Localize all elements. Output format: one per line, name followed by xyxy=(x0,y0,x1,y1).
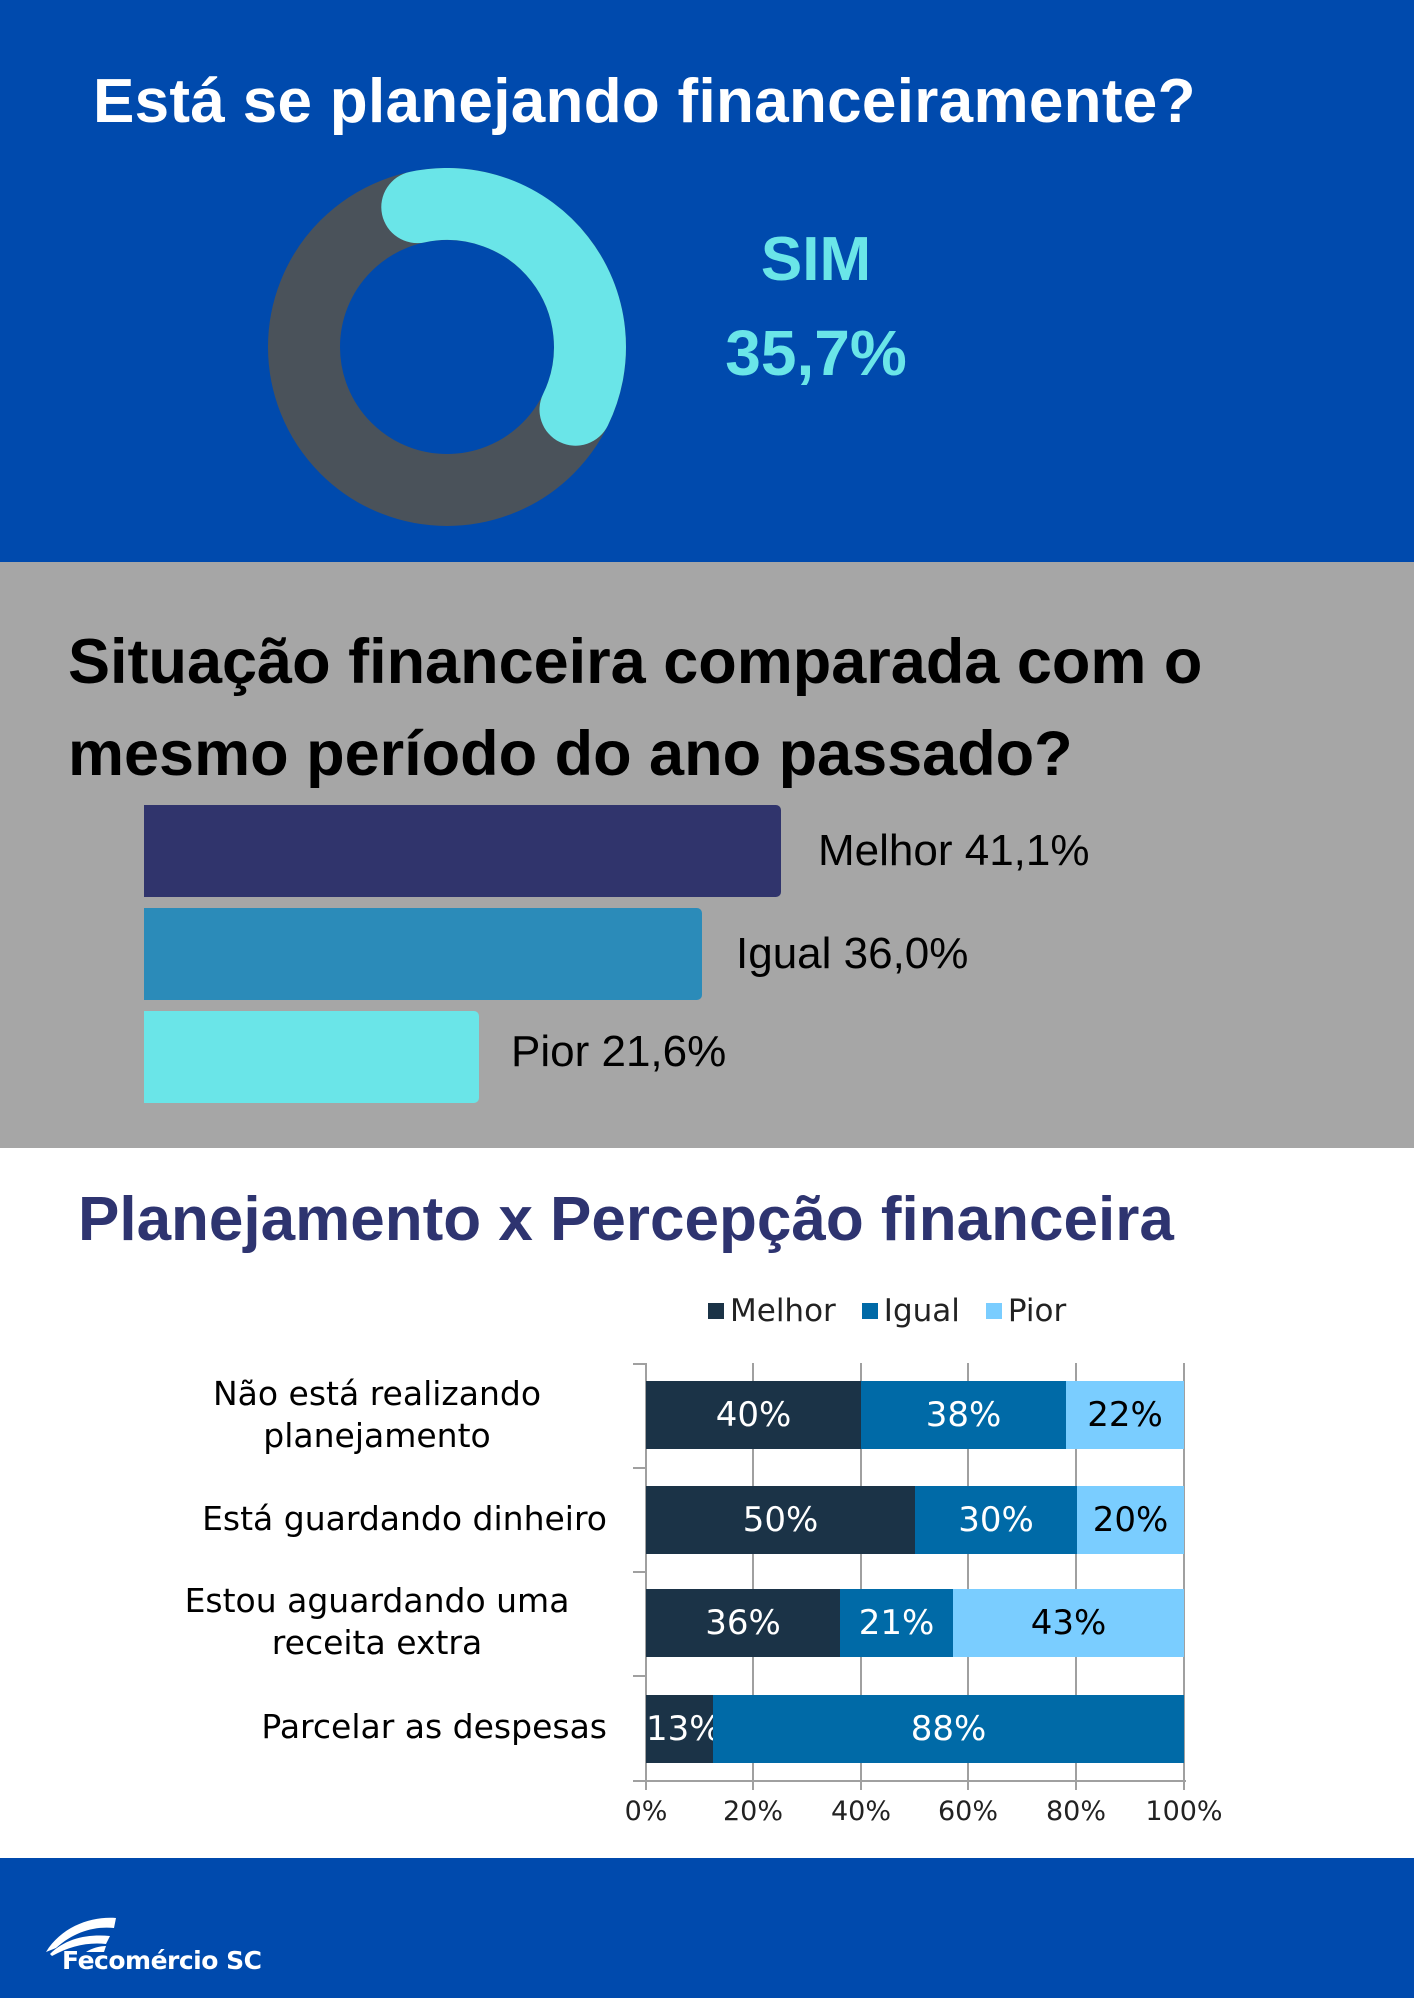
x-tick-label: 80% xyxy=(1045,1796,1106,1827)
category-label-1: Está guardando dinheiro xyxy=(147,1498,607,1540)
category-label-line: Não está realizando xyxy=(212,1374,542,1413)
x-tick xyxy=(645,1780,647,1790)
planning-title: Está se planejando financeiramente? xyxy=(93,67,1196,136)
category-label-3: Parcelar as despesas xyxy=(147,1706,607,1748)
bar-pior xyxy=(144,1011,479,1103)
y-tick xyxy=(633,1467,646,1469)
segment-pior: 43% xyxy=(953,1589,1184,1657)
category-label-line: receita extra xyxy=(271,1623,483,1662)
x-tick xyxy=(1183,1780,1185,1790)
x-tick-label: 20% xyxy=(722,1796,783,1827)
segment-pior: 22% xyxy=(1066,1381,1184,1449)
gridline-40 xyxy=(860,1363,862,1783)
planning-donut-chart xyxy=(268,168,626,526)
x-axis-line xyxy=(633,1780,1186,1782)
x-tick xyxy=(752,1780,754,1790)
legend-label-igual: Igual xyxy=(883,1293,960,1329)
segment-igual: 21% xyxy=(840,1589,953,1657)
category-label-line: Estou aguardando uma xyxy=(184,1581,570,1620)
chart-legend: Melhor Igual Pior xyxy=(708,1293,1092,1329)
segment-igual: 30% xyxy=(915,1486,1077,1554)
planning-answer-value: 35,7% xyxy=(725,317,907,389)
y-tick xyxy=(633,1363,646,1365)
segment-melhor: 50% xyxy=(646,1486,915,1554)
y-tick xyxy=(633,1675,646,1677)
situation-section: Situação financeira comparada com o mesm… xyxy=(0,562,1414,1148)
x-tick xyxy=(967,1780,969,1790)
gridline-80 xyxy=(1075,1363,1077,1783)
segment-igual: 88% xyxy=(713,1695,1184,1763)
crosstab-section: Planejamento x Percepção financeira Melh… xyxy=(0,1148,1414,1858)
stacked-row-0: 40% 38% 22% xyxy=(646,1381,1184,1449)
bar-label-igual: Igual 36,0% xyxy=(736,929,969,978)
x-tick-label: 40% xyxy=(830,1796,891,1827)
category-label-line: Está guardando dinheiro xyxy=(202,1499,607,1538)
bar-label-pior: Pior 21,6% xyxy=(511,1027,727,1076)
category-label-line: Parcelar as despesas xyxy=(261,1707,607,1746)
fecomercio-logo-icon xyxy=(46,1917,116,1956)
planning-answer-label: SIM xyxy=(760,225,872,294)
footer-brand-name: Fecomércio SC xyxy=(62,1946,262,1975)
segment-melhor: 13% xyxy=(646,1695,722,1763)
legend-item-melhor: Melhor xyxy=(708,1293,836,1329)
stacked-row-2: 36% 21% 43% xyxy=(646,1589,1184,1657)
segment-melhor: 40% xyxy=(646,1381,861,1449)
y-tick xyxy=(633,1571,646,1573)
legend-label-pior: Pior xyxy=(1007,1293,1067,1329)
stacked-row-3: 13% 88% xyxy=(646,1695,1184,1763)
legend-item-pior: Pior xyxy=(985,1293,1067,1329)
segment-pior: 20% xyxy=(1077,1486,1184,1554)
planning-section: Está se planejando financeiramente? SIM … xyxy=(0,0,1414,562)
gridline-20 xyxy=(752,1363,754,1783)
donut-highlight-arc xyxy=(381,168,626,446)
bar-igual xyxy=(144,908,702,1000)
x-tick xyxy=(860,1780,862,1790)
x-tick-label: 0% xyxy=(624,1796,668,1827)
crosstab-title: Planejamento x Percepção financeira xyxy=(78,1185,1174,1254)
category-label-2: Estou aguardando uma receita extra xyxy=(147,1580,607,1664)
segment-igual: 38% xyxy=(861,1381,1066,1449)
gridline-60 xyxy=(967,1363,969,1783)
legend-label-melhor: Melhor xyxy=(730,1293,836,1329)
stacked-row-1: 50% 30% 20% xyxy=(646,1486,1184,1554)
x-tick-label: 60% xyxy=(937,1796,998,1827)
category-label-line: planejamento xyxy=(263,1416,491,1455)
footer: Fecomércio SC xyxy=(0,1858,1414,1998)
bar-melhor xyxy=(144,805,781,897)
legend-swatch-igual xyxy=(861,1303,878,1319)
category-label-0: Não está realizando planejamento xyxy=(147,1373,607,1457)
legend-item-igual: Igual xyxy=(861,1293,960,1329)
x-tick-label: 100% xyxy=(1145,1796,1223,1827)
bar-label-melhor: Melhor 41,1% xyxy=(818,826,1090,875)
y-axis-line xyxy=(645,1363,647,1783)
situation-title: Situação financeira comparada com o mesm… xyxy=(68,627,1203,789)
legend-swatch-melhor xyxy=(708,1303,724,1319)
x-tick xyxy=(1075,1780,1077,1790)
segment-melhor: 36% xyxy=(646,1589,840,1657)
legend-swatch-pior xyxy=(985,1303,1002,1319)
gridline-100 xyxy=(1183,1363,1185,1783)
